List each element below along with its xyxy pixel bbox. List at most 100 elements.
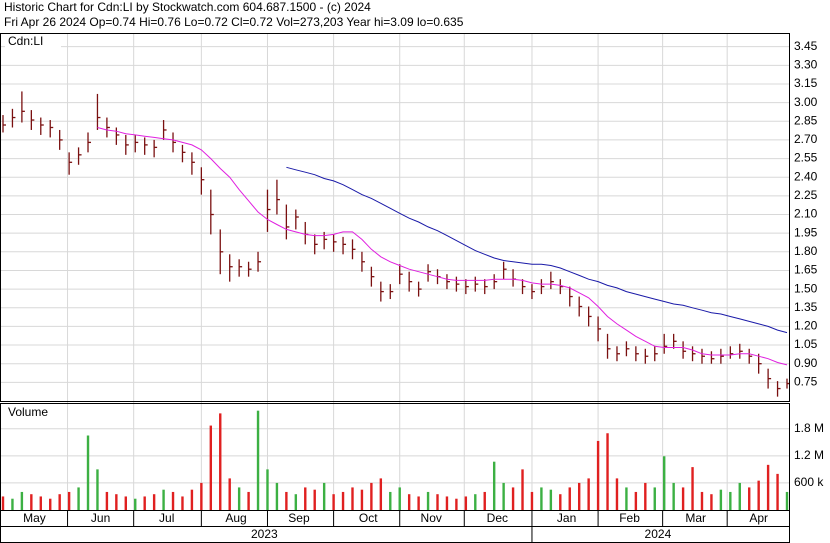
volume-bar [559, 494, 562, 510]
volume-bar [474, 494, 477, 510]
volume-bar [379, 478, 383, 510]
y-tick-label: 2.10 [794, 207, 818, 221]
volume-bar [577, 482, 581, 510]
volume-bar [492, 461, 496, 510]
volume-bar [587, 478, 590, 510]
volume-bar [181, 496, 184, 510]
volume-bar [417, 496, 420, 510]
volume-bar [663, 456, 666, 510]
y-tick-label: 3.30 [794, 57, 818, 71]
volume-frame [0, 403, 790, 511]
volume-bar [20, 491, 24, 510]
volume-bar [511, 487, 515, 510]
label-bg [5, 405, 57, 419]
volume-bar [766, 464, 770, 510]
x-tick-label: Oct [359, 511, 378, 525]
volume-bar [644, 482, 647, 510]
y-tick-label: 1.95 [794, 225, 818, 239]
volume-bar [332, 494, 335, 510]
x-tick-label: Jul [159, 511, 174, 525]
y-tick-label: 1.65 [794, 263, 818, 277]
volume-bar [464, 496, 468, 510]
volume-bar [426, 491, 430, 510]
volume-bar [247, 491, 250, 510]
y-tick-label: 2.40 [794, 169, 818, 183]
y-tick-label: 1.05 [794, 337, 818, 351]
volume-bar [389, 491, 392, 510]
y-tick-label: 2.70 [794, 132, 818, 146]
volume-bar [483, 491, 486, 510]
volume-tick-label: 1.8 M [794, 421, 824, 435]
volume-bar [729, 491, 732, 510]
x-tick-label: Nov [421, 511, 442, 525]
volume-bar [606, 433, 609, 510]
x-tick-label: Jun [91, 511, 110, 525]
volume-bar [219, 413, 222, 510]
volume-bar [691, 467, 694, 510]
volume-bar [341, 491, 345, 510]
label-bg [5, 35, 61, 49]
volume-bar [596, 440, 600, 510]
volume-bar [360, 489, 364, 510]
y-tick-label: 3.45 [794, 39, 818, 53]
y-tick-label: 1.80 [794, 244, 818, 258]
volume-bar [521, 469, 524, 510]
volume-bar [256, 410, 260, 510]
y-tick-label: 1.35 [794, 300, 818, 314]
volume-bar [1, 496, 5, 510]
volume-bar [105, 491, 109, 510]
volume-bar [681, 487, 685, 510]
volume-bar [200, 482, 203, 510]
y-tick-label: 2.25 [794, 188, 818, 202]
volume-bar [625, 487, 628, 510]
volume-bar [568, 487, 571, 510]
volume-bar [190, 489, 194, 510]
volume-bar [67, 491, 71, 510]
x-tick-label: Feb [619, 511, 640, 525]
volume-bar [285, 491, 288, 510]
year-label: 2024 [645, 527, 672, 541]
volume-bar [162, 489, 165, 510]
volume-bar [351, 487, 354, 510]
volume-bar [124, 496, 127, 510]
volume-tick-label: 1.2 M [794, 448, 824, 462]
volume-bar [634, 491, 638, 510]
volume-bar [143, 496, 146, 510]
volume-bar [785, 491, 789, 510]
volume-bar [540, 487, 543, 510]
volume-bar [615, 478, 619, 510]
volume-bar [313, 489, 316, 510]
volume-bar [445, 496, 449, 510]
volume-bar [11, 498, 14, 510]
volume-bar [748, 487, 751, 510]
volume-bar [502, 482, 505, 510]
volume-bar [776, 473, 779, 510]
volume-bar [710, 494, 713, 510]
y-tick-label: 3.00 [794, 95, 818, 109]
volume-bar [30, 494, 33, 510]
chart-subtitle: Fri Apr 26 2024 Op=0.74 Hi=0.76 Lo=0.72 … [4, 15, 464, 29]
moving-average [286, 166, 788, 334]
volume-bar [77, 487, 80, 510]
y-tick-label: 1.50 [794, 281, 818, 295]
volume-bar [294, 494, 298, 510]
y-tick-label: 3.15 [794, 76, 818, 90]
y-tick-label: 0.90 [794, 356, 818, 370]
volume-bar [209, 425, 213, 510]
volume-bar [322, 482, 326, 510]
moving-average [97, 127, 788, 366]
volume-label: Volume [8, 405, 48, 419]
year-label: 2023 [251, 527, 278, 541]
volume-bar [407, 494, 411, 510]
chart-title: Historic Chart for Cdn:LI by Stockwatch.… [4, 0, 371, 14]
volume-bar [86, 435, 90, 510]
volume-tick-label: 600 k [794, 475, 824, 489]
y-tick-label: 2.85 [794, 113, 818, 127]
volume-bar [134, 498, 137, 510]
y-tick-label: 2.55 [794, 151, 818, 165]
x-tick-label: Sep [288, 511, 310, 525]
volume-bar [152, 494, 156, 510]
volume-bar [672, 482, 675, 510]
volume-bar [653, 487, 656, 510]
